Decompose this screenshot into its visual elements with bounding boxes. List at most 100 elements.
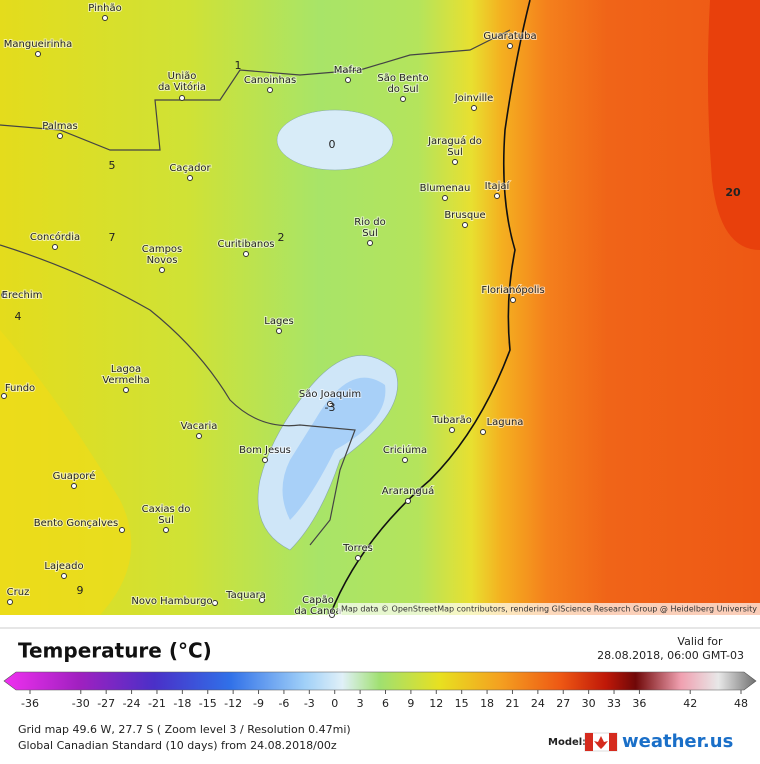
scale-tick-label: 3 (357, 697, 364, 710)
model-info: Global Canadian Standard (10 days) from … (18, 739, 337, 752)
valid-time: 28.08.2018, 06:00 GMT-03 (597, 649, 744, 662)
city-label: Lajeado (44, 561, 83, 572)
city-label: Campos (142, 244, 183, 255)
scale-tick-label: -12 (224, 697, 242, 710)
city-label: Capão (302, 595, 334, 606)
scale-tick-label: 21 (505, 697, 519, 710)
scale-tick-label: -27 (97, 697, 115, 710)
city-label: Vacaria (181, 421, 218, 432)
scale-tick-label: -21 (148, 697, 166, 710)
scale-tick-label: -3 (304, 697, 315, 710)
city-label: Rio do (354, 217, 386, 228)
city-dot (196, 433, 202, 439)
city-dot (462, 222, 468, 228)
contour-label: 7 (109, 231, 116, 244)
city-dot (345, 77, 351, 83)
city-label: Criciúma (383, 444, 427, 456)
city-label: Concórdia (30, 231, 80, 243)
city-dot (71, 483, 77, 489)
city-label: Brusque (444, 210, 485, 221)
city-dot (262, 457, 268, 463)
city-dot (329, 612, 335, 618)
city-dot (179, 95, 185, 101)
city-label: Blumenau (420, 183, 471, 194)
scale-tick-label: 42 (683, 697, 697, 710)
city-label: Vermelha (102, 375, 149, 386)
contour-label: 9 (77, 584, 84, 597)
city-dot (494, 193, 500, 199)
city-dot (507, 43, 513, 49)
city-label: Erechim (2, 290, 43, 301)
city-dot (102, 15, 108, 21)
attribution-bg (338, 603, 760, 615)
city-label: Lages (264, 316, 293, 327)
scale-tick-label: 9 (407, 697, 414, 710)
city-label: Joinville (454, 93, 494, 104)
city-dot (367, 240, 373, 246)
city-dot (400, 96, 406, 102)
city-label: Bom Jesus (239, 445, 291, 456)
city-dot (57, 133, 63, 139)
city-label: Caçador (169, 163, 211, 174)
scale-tick-label: -15 (199, 697, 217, 710)
flag-band (585, 733, 593, 751)
city-label: Pinhão (88, 3, 122, 14)
city-label: Jaraguá do (427, 135, 482, 147)
city-label: Bento Gonçalves (34, 518, 118, 529)
attribution: Map data © OpenStreetMap contributors, r… (341, 605, 757, 614)
scale-tick-label: -24 (123, 697, 141, 710)
scale-tick-label: -9 (253, 697, 264, 710)
city-dot (276, 328, 282, 334)
model-label: Model: (548, 737, 586, 748)
legend-title: Temperature (°C) (18, 639, 212, 663)
scale-tick-label: 36 (632, 697, 646, 710)
city-dot (1, 393, 7, 399)
city-label: Curitibanos (217, 239, 274, 250)
city-label: Taquara (225, 590, 266, 601)
city-dot (7, 599, 13, 605)
scale-tick-label: -30 (72, 697, 90, 710)
scale-tick-label: 33 (607, 697, 621, 710)
city-label: Torres (342, 543, 373, 554)
cold-zone (276, 109, 394, 171)
city-dot (187, 175, 193, 181)
legend: Temperature (°C) Valid for 28.08.2018, 0… (0, 627, 760, 752)
scale-tick-label: 48 (734, 697, 748, 710)
city-label: Caxias do (142, 504, 191, 515)
city-label: Araranguá (382, 485, 434, 497)
city-dot (61, 573, 67, 579)
city-label: Sul (362, 228, 377, 239)
city-label: da Canoa (294, 606, 341, 617)
city-label: Novo Hamburgo (131, 596, 212, 607)
city-dot (405, 498, 411, 504)
flag-band (609, 733, 617, 751)
contour-labels: 1 0 5 7 2 4 -3 9 20 (15, 59, 741, 597)
city-label: Fundo (5, 383, 35, 394)
city-label: Lagoa (111, 364, 141, 375)
city-dot (212, 600, 218, 606)
city-dot (355, 555, 361, 561)
scale-tick-label: -36 (21, 697, 39, 710)
scale-tick-label: 30 (582, 697, 596, 710)
scale-tick-label: 24 (531, 697, 545, 710)
city-label: Guaporé (53, 470, 96, 482)
city-label: São Joaquim (299, 389, 361, 400)
city-dot (1, 292, 7, 298)
contour-label: 1 (235, 59, 242, 72)
cold-core (282, 377, 386, 520)
city-label: Sul (447, 147, 462, 158)
city-dot (480, 429, 486, 435)
contour-label: 2 (278, 231, 285, 244)
coastline (329, 0, 531, 616)
city-dot (327, 401, 333, 407)
scale-tick-label: 18 (480, 697, 494, 710)
city-label: do Sul (387, 84, 418, 95)
color-scale (3, 671, 757, 691)
city-label: Guaratuba (483, 31, 536, 42)
maple-leaf (594, 736, 608, 749)
city-dot (35, 51, 41, 57)
scale-tick-label: -18 (173, 697, 191, 710)
scale-tick-label: 15 (455, 697, 469, 710)
